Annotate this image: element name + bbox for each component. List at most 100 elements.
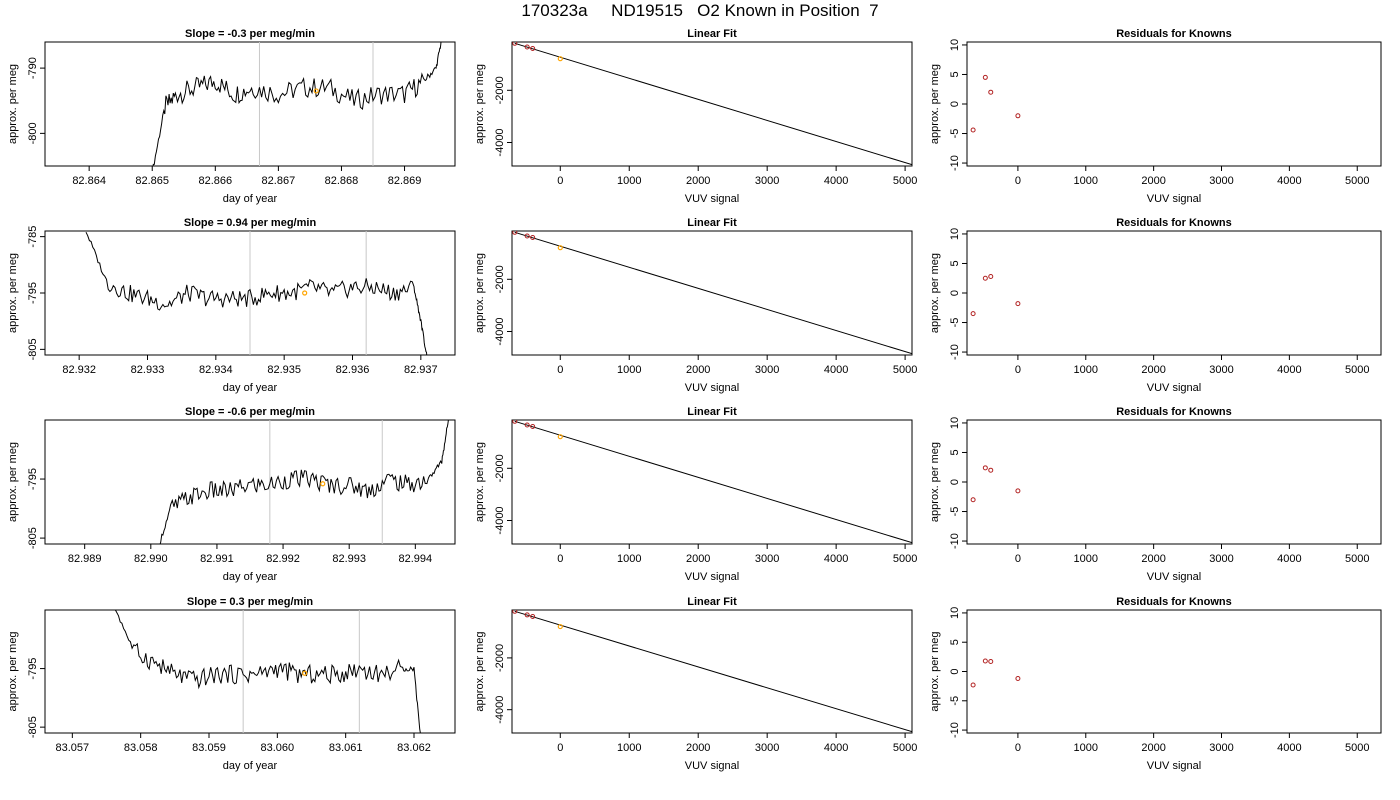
y-tick-label: -4000 (494, 128, 506, 156)
x-tick-label: 82.994 (398, 553, 432, 565)
y-tick-label: -800 (27, 122, 39, 144)
fit-line (514, 231, 912, 355)
x-tick-label: 5000 (1345, 553, 1369, 565)
x-tick-label: 5000 (893, 553, 917, 565)
y-tick-label: 5 (949, 449, 961, 455)
plot-area (158, 420, 449, 544)
data-point (524, 422, 530, 428)
y-axis-label: approx. per meg (7, 631, 19, 711)
y-axis-label: approx. per meg (929, 442, 941, 522)
x-tick-label: 5000 (893, 742, 917, 754)
panel-title: Residuals for Knowns (1116, 217, 1232, 229)
data-point (988, 659, 994, 665)
x-tick-label: 0 (557, 742, 563, 754)
x-tick-label: 5000 (1345, 364, 1369, 376)
plot-frame (511, 609, 913, 734)
y-tick-label: -10 (949, 722, 961, 738)
panel-title: Residuals for Knowns (1116, 596, 1232, 608)
data-point (524, 612, 530, 618)
y-axis-label: approx. per meg (929, 64, 941, 144)
highlight-point (302, 290, 308, 296)
data-point (1015, 113, 1021, 119)
y-tick-label: 5 (949, 71, 961, 77)
y-tick-label: 5 (949, 639, 961, 645)
panel-title: Slope = -0.3 per meg/min (185, 28, 315, 40)
panel-title: Linear Fit (687, 406, 737, 418)
y-tick-label: 5 (949, 260, 961, 266)
panel-title: Residuals for Knowns (1116, 28, 1232, 40)
data-point (512, 42, 518, 46)
x-tick-label: 1000 (617, 553, 641, 565)
y-axis-label: approx. per meg (474, 442, 486, 522)
y-tick-label: -795 (27, 282, 39, 304)
panel-3: Residuals for Knowns 0 1000 2000 3000 4000 500… (929, 28, 1382, 205)
data-point (982, 74, 988, 80)
x-axis-label: day of year (223, 760, 278, 772)
plot-area (970, 273, 1021, 317)
x-tick-label: 82.989 (68, 553, 102, 565)
y-tick-label: -2000 (494, 265, 506, 293)
data-point (988, 273, 994, 279)
y-axis-label: approx. per meg (474, 631, 486, 711)
plot-frame (966, 41, 1382, 167)
plot-area (970, 465, 1021, 503)
y-tick-label: -5 (949, 696, 961, 706)
highlight-point (313, 88, 319, 94)
panel-11: Linear Fit 0 1000 2000 3000 4000 5000 -4000 -200… (474, 596, 917, 772)
plot-area (512, 231, 912, 355)
x-tick-label: 4000 (824, 553, 848, 565)
x-tick-label: 4000 (824, 742, 848, 754)
plot-frame (966, 419, 1382, 545)
y-tick-label: -805 (27, 527, 39, 549)
panel-1: Slope = -0.3 per meg/min 82.864 82.865 82.8… (7, 28, 456, 205)
x-tick-label: 3000 (755, 742, 779, 754)
x-axis-label: VUV signal (1147, 193, 1201, 205)
y-tick-label: -790 (27, 57, 39, 79)
y-tick-label: -4000 (494, 317, 506, 345)
x-tick-label: 82.868 (325, 175, 359, 187)
plot-area (512, 420, 912, 544)
x-tick-label: 3000 (1209, 742, 1233, 754)
x-tick-label: 2000 (1141, 742, 1165, 754)
y-tick-label: -805 (27, 338, 39, 360)
y-axis-label: approx. per meg (474, 253, 486, 333)
y-tick-label: 0 (949, 668, 961, 674)
highlight-point (557, 623, 563, 630)
panel-2: Linear Fit 0 1000 2000 3000 4000 5000 -4000 -200… (474, 28, 917, 205)
x-tick-label: 2000 (686, 742, 710, 754)
x-tick-label: 4000 (1277, 742, 1301, 754)
data-point (982, 465, 988, 471)
data-point (988, 467, 994, 473)
x-tick-label: 82.867 (262, 175, 296, 187)
plot-frame (966, 609, 1382, 734)
x-tick-label: 3000 (755, 175, 779, 187)
y-tick-label: -5 (949, 318, 961, 328)
x-tick-label: 0 (557, 553, 563, 565)
panel-title: Slope = -0.6 per meg/min (185, 406, 315, 418)
plot-area (512, 610, 912, 733)
plot-area (512, 42, 912, 166)
highlight-point (557, 434, 563, 440)
highlight-point (320, 481, 326, 487)
plot-frame (44, 41, 456, 167)
x-tick-label: 0 (1015, 175, 1021, 187)
x-tick-label: 82.993 (332, 553, 366, 565)
data-point (524, 233, 530, 239)
x-tick-label: 5000 (1345, 175, 1369, 187)
x-tick-label: 1000 (1074, 175, 1098, 187)
x-axis-label: day of year (223, 193, 278, 205)
y-tick-label: -4000 (494, 696, 506, 724)
x-tick-label: 82.869 (388, 175, 422, 187)
y-tick-label: -785 (27, 226, 39, 248)
y-tick-label: 10 (949, 228, 961, 240)
x-tick-label: 82.936 (336, 364, 370, 376)
x-tick-label: 82.992 (266, 553, 300, 565)
x-tick-label: 83.061 (329, 742, 363, 754)
plot-frame (44, 609, 456, 734)
plot-area (152, 42, 442, 166)
figure-title: 170323a ND19515 O2 Known in Position 7 (521, 1, 879, 20)
x-axis-label: VUV signal (685, 193, 739, 205)
x-tick-label: 3000 (1209, 553, 1233, 565)
x-tick-label: 82.933 (131, 364, 165, 376)
x-axis-label: VUV signal (685, 760, 739, 772)
